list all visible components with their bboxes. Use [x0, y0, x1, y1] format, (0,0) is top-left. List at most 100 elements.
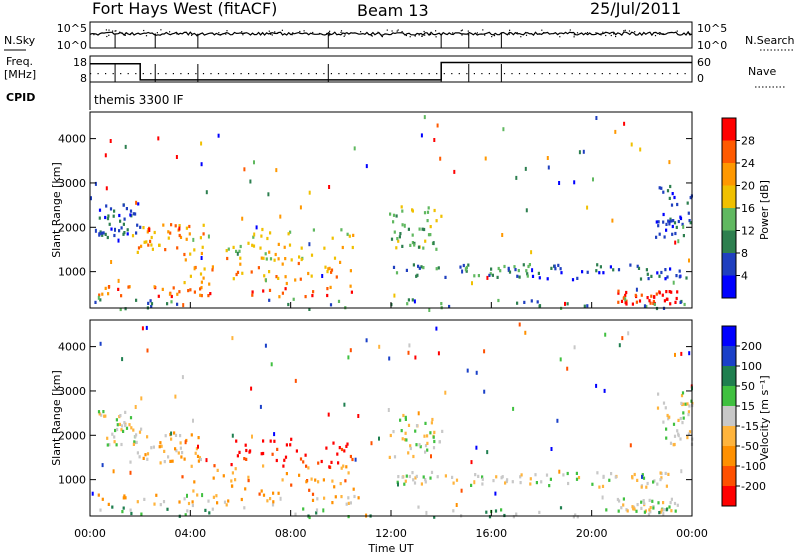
echo-cell — [426, 219, 429, 223]
echo-cell — [317, 480, 320, 484]
nave-dot — [285, 73, 287, 75]
echo-cell — [435, 267, 438, 271]
echo-cell — [265, 278, 267, 283]
echo-cell — [635, 509, 638, 513]
echo-cell — [99, 508, 102, 512]
nsearch-dot — [662, 33, 664, 35]
echo-cell — [140, 244, 143, 248]
echo-cell — [665, 484, 668, 488]
echo-cell — [107, 214, 110, 218]
echo-cell — [426, 434, 429, 438]
nave-dot — [225, 73, 227, 75]
echo-cell — [506, 478, 509, 482]
colorbar-tick-label: 4 — [741, 270, 748, 283]
echo-cell — [294, 278, 297, 282]
echo-cell — [283, 458, 286, 462]
echo-cell — [435, 247, 438, 251]
echo-cell — [665, 436, 668, 440]
echo-cell — [413, 481, 417, 485]
echo-cell — [97, 410, 101, 414]
echo-cell — [104, 153, 107, 158]
echo-cell — [108, 443, 111, 447]
echo-cell — [481, 482, 484, 486]
echo-cell — [519, 481, 522, 485]
freq-panel: Freq. [MHz] 18 8 60 0 Nave — [4, 55, 785, 88]
echo-cell — [124, 496, 127, 500]
echo-cell — [595, 383, 598, 388]
echo-cell — [194, 451, 197, 455]
echo-cell — [201, 493, 204, 498]
echo-cell — [404, 431, 407, 435]
echo-cell — [101, 463, 104, 468]
echo-cell — [199, 293, 202, 297]
echo-cell — [222, 474, 225, 478]
echo-cell — [558, 181, 561, 185]
echo-cell — [546, 277, 549, 281]
echo-cell — [330, 270, 333, 274]
echo-cell — [660, 186, 663, 190]
echo-cell — [135, 440, 138, 444]
echo-cell — [91, 491, 94, 496]
nsearch-dot — [576, 32, 579, 34]
echo-cell — [437, 266, 440, 270]
echo-cell — [157, 136, 160, 141]
echo-cell — [681, 421, 684, 425]
echo-cell — [310, 274, 313, 278]
nsearch-dot — [391, 30, 393, 32]
echo-cell — [432, 241, 435, 246]
echo-cell — [308, 307, 311, 311]
echo-cell — [553, 264, 556, 268]
echo-cell — [134, 405, 137, 409]
echo-cell — [674, 352, 676, 357]
echo-cell — [175, 155, 178, 159]
echo-cell — [412, 478, 415, 482]
nsearch-dot — [628, 30, 631, 32]
echo-cell — [639, 147, 642, 152]
echo-cell — [578, 150, 581, 155]
nave-dot — [556, 73, 558, 75]
echo-cell — [217, 133, 220, 138]
echo-cell — [494, 491, 497, 496]
echo-cell — [668, 290, 671, 294]
nsearch-dot — [274, 31, 276, 33]
echo-cell — [126, 232, 129, 236]
echo-cell — [665, 427, 668, 431]
echo-cell — [273, 432, 276, 437]
echo-cell — [290, 437, 293, 441]
echo-cell — [485, 510, 488, 514]
nave-dot — [233, 73, 235, 75]
nsearch-dot — [543, 32, 545, 34]
echo-cell — [512, 406, 515, 411]
nsearch-dot — [143, 29, 145, 32]
echo-cell — [129, 209, 133, 213]
echo-cell — [239, 244, 242, 249]
echo-cell — [190, 433, 193, 437]
echo-cell — [212, 476, 215, 480]
echo-cell — [418, 443, 421, 447]
echo-region-4 — [97, 410, 143, 447]
echo-region-6 — [396, 470, 532, 487]
echo-cell — [635, 287, 638, 292]
echo-cell — [267, 192, 270, 197]
echo-cell — [617, 300, 620, 304]
echo-cell — [438, 440, 441, 444]
echo-cell — [672, 219, 675, 223]
cpid-label: CPID — [6, 91, 35, 104]
echo-cell — [665, 222, 668, 226]
nsearch-dot — [409, 36, 411, 38]
echo-cell — [663, 299, 666, 303]
echo-cell — [262, 451, 265, 456]
echo-cell — [576, 276, 579, 280]
colorbar-segment — [722, 466, 736, 486]
echo-cell — [236, 270, 240, 274]
echo-cell — [637, 266, 641, 270]
echo-cell — [292, 297, 295, 301]
echo-cell — [566, 366, 569, 371]
echo-cell — [212, 495, 215, 499]
echo-cell — [181, 375, 184, 380]
echo-cell — [414, 476, 417, 480]
echo-cell — [137, 202, 140, 206]
echo-cell — [285, 472, 288, 476]
echo-cell — [129, 460, 132, 464]
echo-cell — [515, 175, 518, 180]
